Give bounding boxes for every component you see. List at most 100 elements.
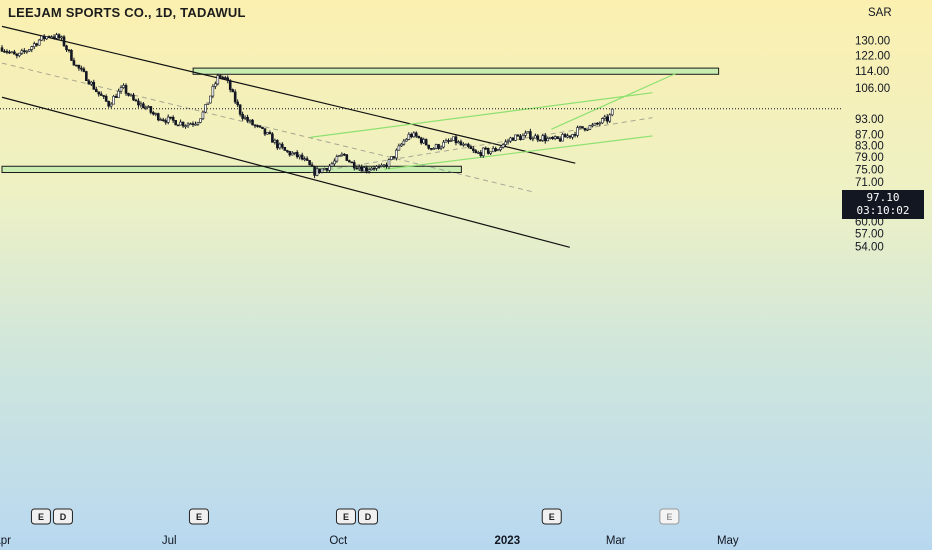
candle-body: [30, 46, 34, 50]
time-tick-label: 2023: [495, 535, 521, 547]
candle-body: [251, 119, 254, 126]
candle-body: [578, 126, 582, 128]
candle-body: [47, 36, 51, 38]
candle-body: [218, 75, 222, 78]
candle-body: [117, 90, 120, 98]
candle-body: [174, 120, 177, 126]
price-tick-label: 71.00: [855, 177, 884, 189]
event-marker-e[interactable]: E: [30, 508, 51, 525]
event-marker-d[interactable]: D: [357, 508, 378, 525]
candle-body: [169, 116, 172, 119]
candle-body: [293, 152, 297, 154]
candle-body: [268, 132, 272, 135]
time-axis[interactable]: Apr Jul Oct 2023 Mar May: [0, 535, 739, 547]
candle-body: [447, 140, 450, 142]
candle-body: [308, 160, 311, 166]
candle-body: [509, 137, 512, 142]
candle-body: [328, 165, 331, 171]
candle-body: [444, 140, 448, 143]
candle-body: [382, 164, 386, 167]
candle-body: [102, 95, 106, 97]
candle-body: [156, 113, 160, 121]
price-tick-label: 93.00: [855, 114, 884, 126]
candle-body: [350, 161, 354, 164]
svg-text:E: E: [666, 512, 672, 522]
zones-layer: [1, 67, 720, 174]
candle-body: [318, 168, 321, 173]
candle-body: [176, 124, 180, 127]
candle-body: [583, 127, 587, 131]
candle-body: [152, 112, 155, 115]
event-marker-e[interactable]: E: [659, 508, 680, 525]
candle-body: [338, 155, 341, 157]
candle-body: [109, 103, 113, 107]
candle-body: [489, 151, 492, 154]
candle-body: [194, 123, 197, 126]
candle-body: [295, 152, 299, 158]
zone-support[interactable]: [1, 165, 462, 174]
candle-body: [112, 96, 115, 105]
candle-body: [199, 118, 202, 123]
candle-body: [42, 35, 46, 40]
candle-body: [62, 36, 66, 47]
candle-body: [261, 126, 264, 129]
event-marker-d[interactable]: D: [52, 508, 73, 525]
candle-body: [87, 80, 91, 85]
candle-body: [519, 135, 522, 141]
candle-body: [55, 34, 58, 39]
candle-body: [375, 166, 378, 169]
candle-body: [15, 53, 19, 57]
trend-line-3[interactable]: [310, 92, 653, 138]
candle-body: [434, 144, 438, 149]
candle-body: [90, 81, 93, 85]
candle-body: [392, 156, 396, 159]
candle-body: [0, 47, 4, 52]
candle-body: [107, 100, 110, 107]
candle-body: [99, 93, 103, 96]
price-axis[interactable]: 130.00122.00114.00106.0093.0087.0083.007…: [855, 35, 890, 253]
candle-body: [253, 124, 257, 127]
trend-line-4[interactable]: [384, 135, 653, 170]
candle-body: [104, 95, 108, 102]
time-tick-label: Oct: [329, 535, 348, 547]
candle-body: [283, 146, 287, 151]
candle-body: [40, 35, 43, 41]
event-marker-e[interactable]: E: [541, 508, 562, 525]
last-price-tag: 97.10 03:10:02: [842, 190, 924, 219]
candle-body: [494, 148, 497, 152]
price-tick-label: 75.00: [855, 164, 884, 176]
candle-body: [166, 116, 170, 123]
candle-body: [94, 88, 98, 93]
candle-body: [598, 122, 602, 125]
candle-body: [184, 125, 187, 128]
zone-resistance[interactable]: [192, 67, 720, 75]
candle-body: [223, 77, 227, 79]
candle-body: [546, 138, 550, 142]
price-tick-label: 79.00: [855, 152, 884, 164]
candle-body: [70, 50, 73, 61]
svg-text:E: E: [549, 512, 555, 522]
svg-text:E: E: [343, 512, 349, 522]
candle-body: [454, 136, 458, 144]
currency-label: SAR: [868, 7, 892, 19]
candle-body: [290, 152, 294, 156]
event-marker-e[interactable]: E: [188, 508, 209, 525]
trend-line-5[interactable]: [551, 72, 677, 130]
candle-body: [414, 132, 418, 137]
event-marker-e[interactable]: E: [335, 508, 356, 525]
candle-body: [608, 114, 612, 122]
candle-body: [459, 141, 463, 146]
trend-line-2[interactable]: [1, 96, 570, 248]
candle-body: [360, 166, 363, 172]
trend-line-6[interactable]: [310, 117, 653, 174]
candle-body: [437, 144, 440, 149]
candle-body: [558, 138, 562, 142]
trend-line-1[interactable]: [1, 25, 576, 164]
candle-body: [588, 125, 592, 130]
candle-body: [531, 137, 535, 140]
candle-body: [27, 49, 31, 52]
candle-body: [481, 147, 485, 157]
candle-body: [370, 167, 373, 171]
